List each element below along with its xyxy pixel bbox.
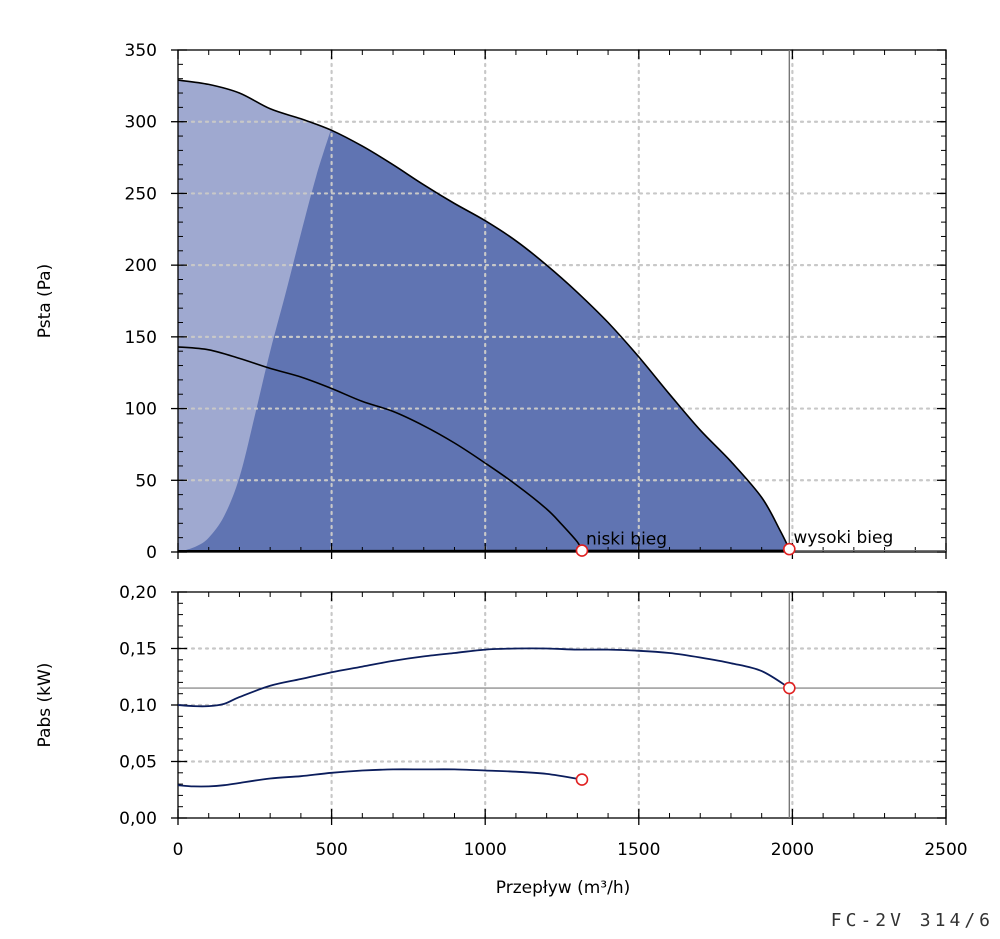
operating-point-marker	[783, 542, 796, 556]
excluded-region	[178, 80, 331, 552]
power-y-tick-label: 0,05	[119, 753, 157, 773]
pressure-y-tick-label: 300	[125, 113, 157, 133]
power-y-tick-label: 0,00	[119, 809, 157, 829]
power-x-tick-label: 2000	[771, 840, 814, 860]
operating-point-marker	[575, 544, 589, 557]
power-x-tick-label: 1500	[617, 840, 660, 860]
high-speed-curve	[177, 79, 791, 550]
operating-point-label: niski bieg	[586, 530, 667, 550]
low-speed-curve	[177, 346, 583, 551]
power-x-tick-label: 1000	[464, 840, 507, 860]
power-x-tick-label: 0	[173, 840, 184, 860]
high-speed-power-curve	[177, 647, 790, 708]
power-y-axis-label: Pabs (kW)	[35, 663, 55, 748]
power-x-tick-label: 500	[315, 840, 347, 860]
pressure-panel: 0 50 100 150 200 250 300 350 Psta (Pa) niski bieg…	[35, 41, 948, 563]
pressure-y-tick-label: 100	[125, 400, 157, 420]
pressure-y-tick-label: 50	[135, 471, 157, 491]
low-speed-power-curve	[177, 768, 583, 788]
power-x-tick-label: 2500	[924, 840, 967, 860]
pressure-y-axis-label: Psta (Pa)	[35, 264, 55, 338]
power-y-tick-label: 0,10	[119, 696, 157, 716]
power-panel: 0 500 1000 1500 2000 2500 0,00 0,05 0,10 0,15 0,20…	[35, 583, 968, 860]
power-point-marker	[783, 681, 796, 695]
power-y-tick-label: 0,15	[119, 640, 157, 660]
pressure-y-tick-label: 0	[146, 543, 157, 563]
x-axis-label: Przepływ (m³/h)	[496, 878, 630, 898]
pressure-y-tick-label: 250	[125, 184, 157, 204]
power-point-marker	[575, 773, 589, 786]
pressure-y-tick-label: 350	[125, 41, 157, 61]
pressure-y-tick-label: 150	[125, 328, 157, 348]
pressure-y-tick-label: 200	[125, 256, 157, 276]
power-y-tick-label: 0,20	[119, 583, 157, 603]
pressure-frame	[177, 49, 947, 553]
operating-point-label: wysoki bieg	[793, 528, 893, 548]
model-label: FC-2V 314/6	[830, 910, 994, 931]
